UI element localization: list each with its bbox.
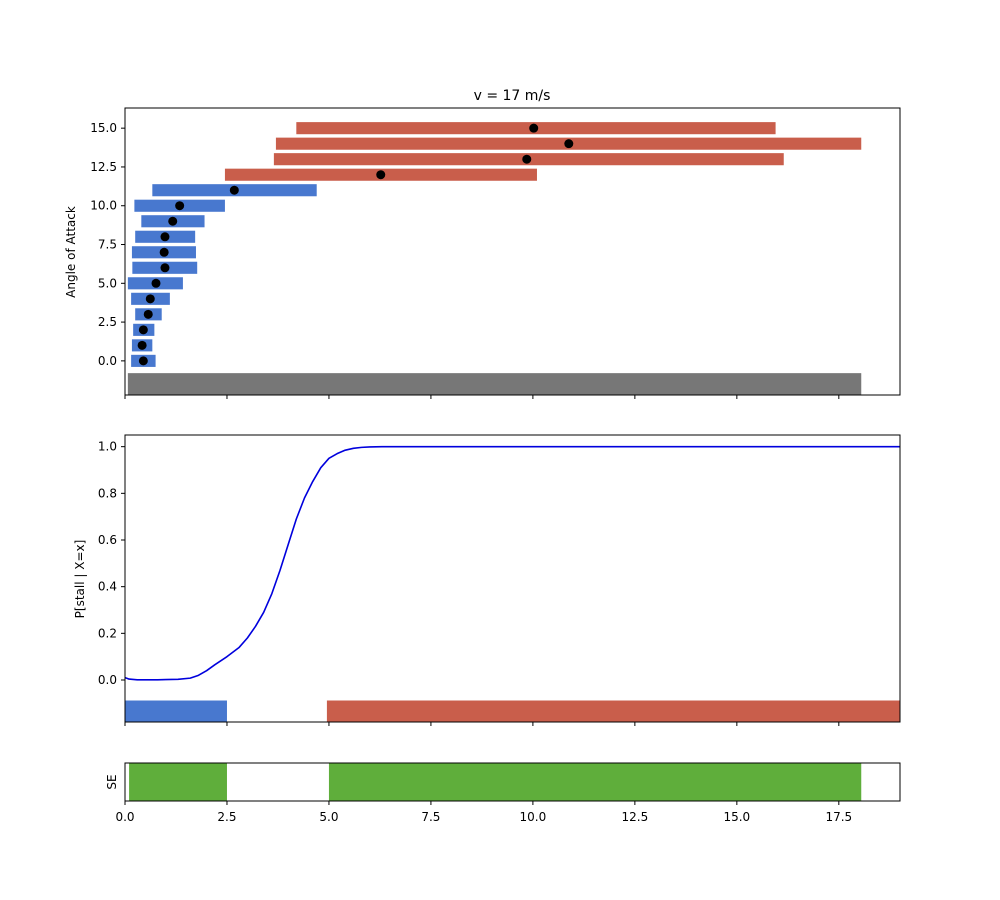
probability-line-0	[124, 445, 900, 681]
y-tick-label: 15.0	[90, 121, 117, 135]
x-tick-label: 7.5	[421, 810, 440, 824]
y-tick-label: 7.5	[98, 238, 117, 252]
y-tick-label: 5.0	[98, 276, 117, 290]
interval-point-9	[168, 216, 178, 226]
y-axis-label: Angle of Attack	[64, 206, 78, 298]
interval-marks	[127, 122, 862, 396]
se-band-1	[328, 763, 862, 801]
y-tick-label: 0.0	[98, 354, 117, 368]
interval-point-2	[138, 325, 148, 335]
y-tick-label: 0.6	[98, 533, 117, 547]
interval-point-0	[138, 356, 148, 366]
stall-band-0	[125, 700, 227, 723]
interval-point-8	[160, 232, 170, 242]
x-axis-ticks	[124, 395, 840, 399]
y-tick-label: 0.2	[98, 626, 117, 640]
chart-title: v = 17 m/s	[474, 88, 551, 104]
y-axis-label: P[stall | X=x]	[73, 540, 87, 619]
interval-point-7	[159, 247, 169, 257]
plot-frame	[124, 762, 901, 802]
y-axis-ticks: 0.0 2.5 5.0 7.5 10.0 12.5 15.0	[90, 121, 125, 368]
y-axis-label: SE	[105, 774, 119, 789]
probability-marks	[124, 445, 900, 723]
interval-point-11	[229, 185, 239, 195]
interval-point-5	[151, 278, 161, 288]
x-tick-label: 12.5	[622, 810, 649, 824]
plot-frame	[124, 107, 901, 396]
interval-point-4	[145, 294, 155, 304]
interval-point-3	[143, 309, 153, 319]
y-tick-label: 0.0	[98, 673, 117, 687]
y-tick-label: 0.8	[98, 486, 117, 500]
se-band-marks	[129, 763, 862, 801]
interval-point-14	[564, 139, 574, 149]
se-band-0	[129, 763, 227, 801]
interval-point-15	[529, 123, 539, 133]
interval-chart-panel: v = 17 m/s 0.0 2.5 5.0 7.5 10.0 12.5 15.0 Angl…	[64, 88, 901, 399]
interval-point-10	[175, 201, 185, 211]
stall-band-1	[326, 700, 900, 723]
interval-point-6	[160, 263, 170, 273]
x-tick-label: 15.0	[723, 810, 750, 824]
interval-point-13	[522, 154, 532, 164]
x-axis-ticks	[124, 722, 840, 726]
y-tick-label: 2.5	[98, 315, 117, 329]
probability-chart-panel: 0.0 0.2 0.4 0.6 0.8 1.0 P[stall | X=x]	[73, 434, 901, 726]
interval-point-1	[137, 340, 147, 350]
interval-point-12	[376, 170, 386, 180]
plot-frame	[124, 434, 901, 723]
se-band-panel: 0.0 2.5 5.0 7.5 10.0 12.5 15.0 17.5 SE	[105, 762, 901, 824]
y-tick-label: 1.0	[98, 440, 117, 454]
y-tick-label: 10.0	[90, 199, 117, 213]
base-bar	[127, 373, 862, 396]
x-tick-label: 5.0	[319, 810, 338, 824]
x-tick-label: 2.5	[217, 810, 236, 824]
y-tick-label: 0.4	[98, 580, 117, 594]
x-axis-ticks: 0.0 2.5 5.0 7.5 10.0 12.5 15.0 17.5	[115, 801, 852, 824]
x-tick-label: 0.0	[115, 810, 134, 824]
x-tick-label: 10.0	[520, 810, 547, 824]
y-axis-ticks: 0.0 0.2 0.4 0.6 0.8 1.0	[98, 440, 125, 687]
x-tick-label: 17.5	[825, 810, 852, 824]
y-tick-label: 12.5	[90, 160, 117, 174]
